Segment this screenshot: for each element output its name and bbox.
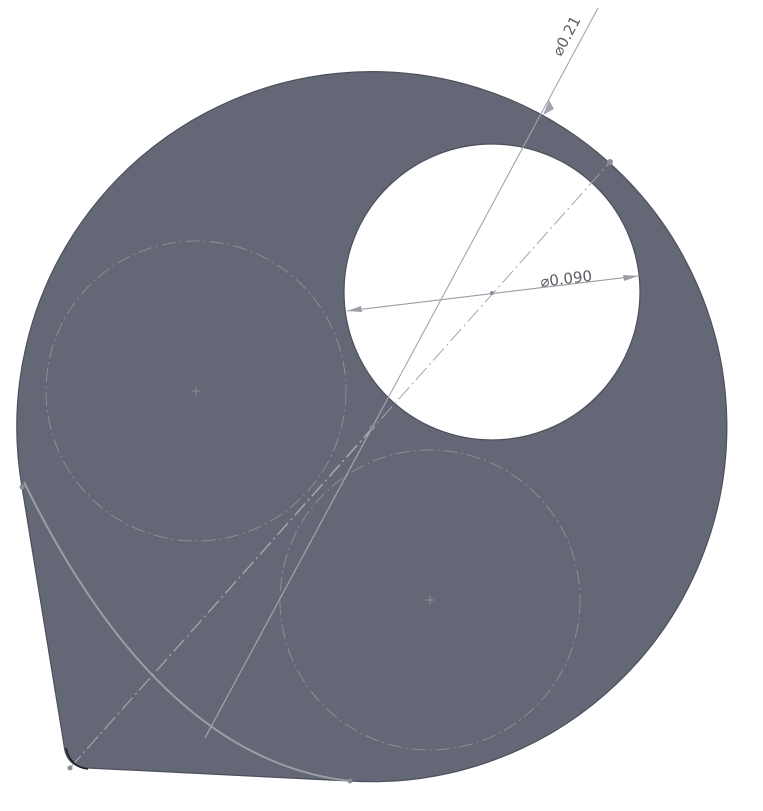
arrowhead-outer: [543, 100, 554, 115]
outer-diameter-value: 0.21: [553, 13, 585, 51]
hole-center-point: [490, 291, 494, 295]
construction-circles: [45, 240, 581, 751]
dimension-hole-diameter[interactable]: ⌀0.090: [346, 267, 639, 312]
hole-diameter-value: 0.090: [548, 267, 593, 290]
dimension-line-outer: [204, 7, 599, 739]
corner-fillet: [65, 747, 89, 770]
center-marks: [192, 387, 434, 604]
arrowhead-hole-left: [347, 306, 362, 312]
arrowhead-hole-right: [623, 275, 638, 281]
svg-text:⌀0.090: ⌀0.090: [539, 267, 593, 291]
construction-circle-left: [45, 240, 347, 542]
construction-circle-bottom: [279, 449, 581, 751]
diameter-symbol: ⌀: [539, 272, 550, 291]
tangent-arc: [23, 481, 351, 782]
svg-text:⌀0.21: ⌀0.21: [549, 13, 585, 59]
sketch-points: [19, 159, 613, 784]
